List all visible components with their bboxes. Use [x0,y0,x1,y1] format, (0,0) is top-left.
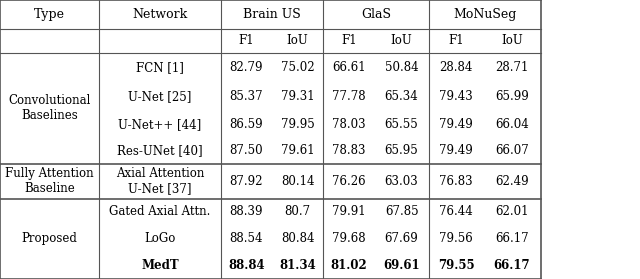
Text: 62.01: 62.01 [495,205,529,218]
Text: 67.69: 67.69 [385,232,419,245]
Text: 79.91: 79.91 [332,205,365,218]
Text: 76.44: 76.44 [439,205,473,218]
Text: 80.84: 80.84 [281,232,314,245]
Text: 76.83: 76.83 [439,175,473,188]
Text: Convolutional
Baselines: Convolutional Baselines [8,94,91,122]
Text: 79.31: 79.31 [281,90,314,103]
Text: 81.34: 81.34 [279,259,316,272]
Text: Proposed: Proposed [22,232,77,245]
Text: 80.14: 80.14 [281,175,314,188]
Text: Axial Attention
U-Net [37]: Axial Attention U-Net [37] [116,167,204,195]
Text: Network: Network [132,8,188,21]
Text: 65.34: 65.34 [385,90,419,103]
Text: 79.61: 79.61 [281,144,314,157]
Text: 85.37: 85.37 [230,90,263,103]
Text: 77.78: 77.78 [332,90,365,103]
Text: 81.02: 81.02 [330,259,367,272]
Text: U-Net [25]: U-Net [25] [128,90,192,103]
Text: GlaS: GlaS [361,8,391,21]
Text: 79.43: 79.43 [439,90,473,103]
Text: 69.61: 69.61 [383,259,420,272]
Text: 79.55: 79.55 [438,259,474,272]
Text: U-Net++ [44]: U-Net++ [44] [118,118,202,131]
Text: 75.02: 75.02 [281,61,314,74]
Text: 88.84: 88.84 [228,259,265,272]
Text: MoNuSeg: MoNuSeg [453,8,516,21]
Text: 66.04: 66.04 [495,118,529,131]
Text: 65.95: 65.95 [385,144,419,157]
Text: LoGo: LoGo [144,232,176,245]
Text: 79.49: 79.49 [439,144,473,157]
Text: 62.49: 62.49 [495,175,529,188]
Text: 28.71: 28.71 [495,61,529,74]
Text: 66.17: 66.17 [493,259,531,272]
Text: Gated Axial Attn.: Gated Axial Attn. [109,205,211,218]
Text: Type: Type [34,8,65,21]
Text: 88.54: 88.54 [230,232,263,245]
Text: 65.55: 65.55 [385,118,419,131]
Text: 76.26: 76.26 [332,175,365,188]
Text: 67.85: 67.85 [385,205,419,218]
Text: F1: F1 [341,34,356,47]
Text: 87.92: 87.92 [230,175,263,188]
Text: 66.17: 66.17 [495,232,529,245]
Text: 28.84: 28.84 [439,61,473,74]
Text: 88.39: 88.39 [230,205,263,218]
Text: Fully Attention
Baseline: Fully Attention Baseline [5,167,94,195]
Text: 66.07: 66.07 [495,144,529,157]
Text: F1: F1 [239,34,254,47]
Text: 79.95: 79.95 [281,118,314,131]
Text: 79.56: 79.56 [439,232,473,245]
Text: 80.7: 80.7 [285,205,310,218]
Text: 63.03: 63.03 [385,175,419,188]
Text: FCN [1]: FCN [1] [136,61,184,74]
Text: 82.79: 82.79 [230,61,263,74]
Text: 79.68: 79.68 [332,232,365,245]
Text: Brain US: Brain US [243,8,301,21]
Text: 79.49: 79.49 [439,118,473,131]
Text: IoU: IoU [287,34,308,47]
Text: 87.50: 87.50 [230,144,263,157]
Text: MedT: MedT [141,259,179,272]
Text: 66.61: 66.61 [332,61,365,74]
Text: 65.99: 65.99 [495,90,529,103]
Text: 78.83: 78.83 [332,144,365,157]
Text: 50.84: 50.84 [385,61,419,74]
Text: IoU: IoU [391,34,412,47]
Text: 78.03: 78.03 [332,118,365,131]
Text: F1: F1 [448,34,464,47]
Text: IoU: IoU [501,34,523,47]
Text: Res-UNet [40]: Res-UNet [40] [117,144,203,157]
Text: 86.59: 86.59 [230,118,263,131]
